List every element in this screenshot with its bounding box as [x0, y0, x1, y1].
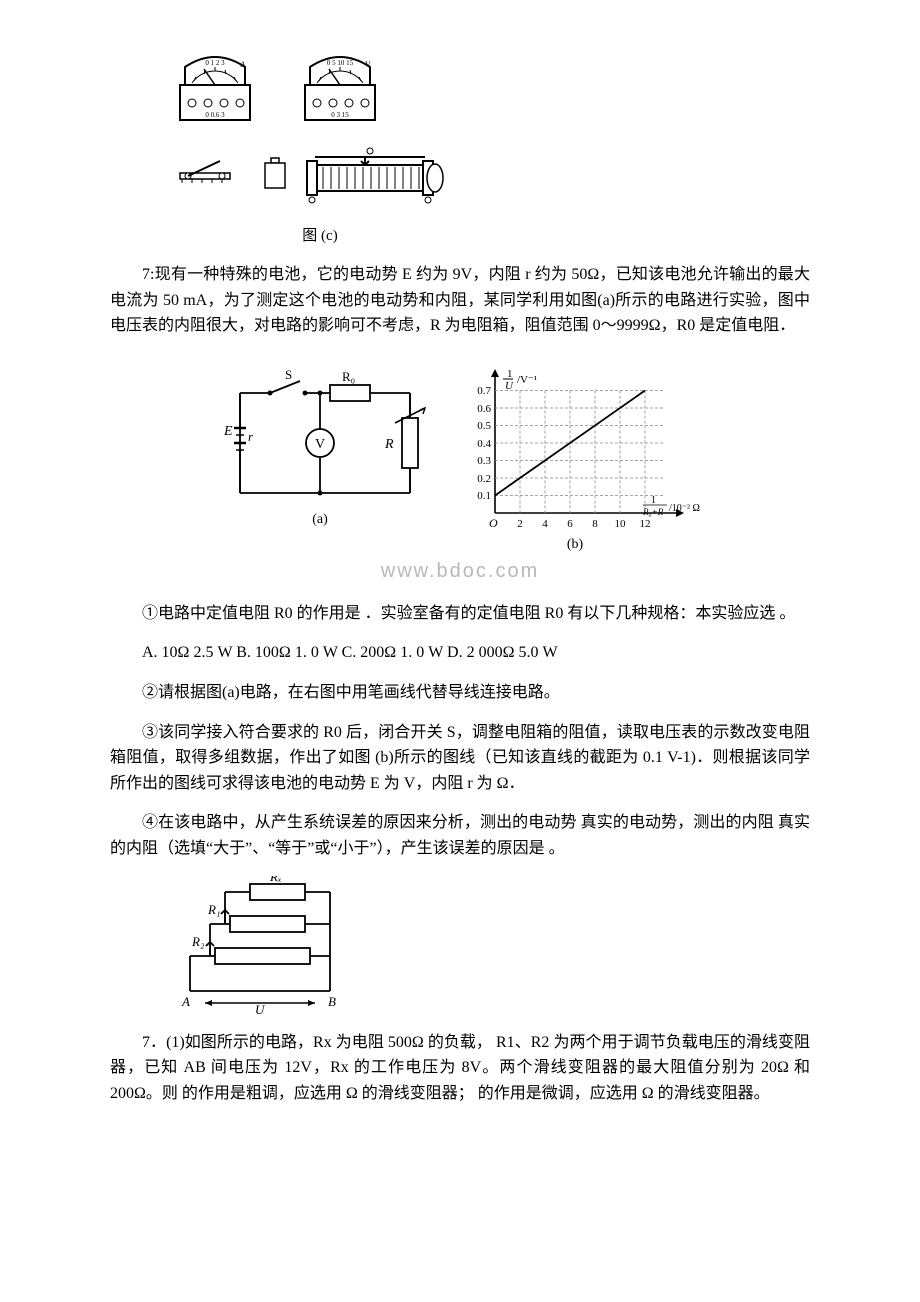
svg-text:0.3: 0.3 — [477, 455, 491, 467]
watermark: www.bdoc.com — [110, 555, 810, 587]
label-E: E — [223, 424, 233, 439]
label-U: U — [255, 1002, 266, 1016]
label-r: r — [248, 429, 254, 444]
svg-text:0.1: 0.1 — [477, 490, 491, 502]
ammeter-scale: 0 1 2 3 — [205, 59, 225, 67]
voltmeter-unit: V — [365, 60, 371, 69]
svg-text:0.5: 0.5 — [477, 420, 491, 432]
q7-part4: ④在该电路中，从产生系统误差的原因来分析，测出的电动势 真实的电动势，测出的内阻… — [110, 810, 810, 861]
q7-last: 7．(1)如图所示的电路，Rx 为电阻 500Ω 的负载， R1、R2 为两个用… — [110, 1030, 810, 1107]
q7-part1: ①电路中定值电阻 R0 的作用是 ．实验室备有的定值电阻 R0 有以下几种规格：… — [110, 601, 810, 627]
origin-label: O — [489, 516, 498, 530]
ammeter-unit: A — [240, 60, 246, 69]
label-R1: R₁ — [207, 902, 220, 917]
q7-options: A. 10Ω 2.5 W B. 100Ω 1. 0 W C. 200Ω 1. 0… — [110, 640, 810, 666]
svg-text:0.7: 0.7 — [477, 385, 491, 397]
ammeter-scale-bot: 0 0.6 3 — [205, 111, 225, 119]
svg-text:2: 2 — [517, 518, 523, 530]
figure-c-svg: 0 1 2 3 A 0 0.6 3 — [170, 50, 470, 220]
figure-rx-svg: Rₓ R₁ R₂ A B U — [170, 876, 370, 1016]
label-Rx: Rₓ — [269, 876, 282, 884]
svg-text:0.4: 0.4 — [477, 438, 491, 450]
figure-ab: S R₀ E r V — [110, 353, 810, 553]
svg-text:U: U — [505, 380, 514, 392]
label-R2: R₂ — [191, 934, 205, 949]
svg-text:6: 6 — [567, 518, 573, 530]
q7-part3: ③该同学接入符合要求的 R0 后，闭合开关 S，调整电阻箱的阻值，读取电压表的示… — [110, 720, 810, 797]
svg-text:8: 8 — [592, 518, 598, 530]
voltmeter-scale: 0 5 10 15 — [327, 59, 354, 67]
svg-text:R₀+R: R₀+R — [642, 507, 664, 517]
figure-ab-svg: S R₀ E r V — [220, 353, 700, 553]
label-V: V — [315, 437, 325, 452]
figure-rx: Rₓ R₁ R₂ A B U — [170, 876, 810, 1016]
svg-text:1: 1 — [651, 495, 656, 506]
figure-c-caption: 图 (c) — [170, 224, 470, 248]
label-B: B — [328, 994, 336, 1009]
label-S: S — [285, 367, 292, 382]
svg-text:0.6: 0.6 — [477, 403, 491, 415]
label-R: R — [384, 437, 394, 452]
q7-intro: 7:现有一种特殊的电池，它的电动势 E 约为 9V，内阻 r 约为 50Ω，已知… — [110, 262, 810, 339]
q7-part2: ②请根据图(a)电路，在右图中用笔画线代替导线连接电路。 — [110, 680, 810, 706]
svg-text:10: 10 — [615, 518, 627, 530]
svg-text:12: 12 — [640, 518, 651, 530]
label-R0: R₀ — [342, 369, 355, 384]
label-A: A — [181, 994, 190, 1009]
voltmeter-scale-bot: 0 3 15 — [331, 111, 349, 119]
caption-a: (a) — [312, 512, 328, 527]
y-axis-label: 1 — [507, 368, 513, 380]
figure-c: 0 1 2 3 A 0 0.6 3 — [170, 50, 810, 248]
svg-text:/10⁻² Ω⁻¹: /10⁻² Ω⁻¹ — [669, 503, 700, 514]
svg-text:0.2: 0.2 — [477, 473, 491, 485]
caption-b: (b) — [567, 537, 584, 552]
page-content: 0 1 2 3 A 0 0.6 3 — [0, 0, 920, 1180]
svg-text:/V⁻¹: /V⁻¹ — [517, 374, 537, 386]
svg-text:4: 4 — [542, 518, 548, 530]
